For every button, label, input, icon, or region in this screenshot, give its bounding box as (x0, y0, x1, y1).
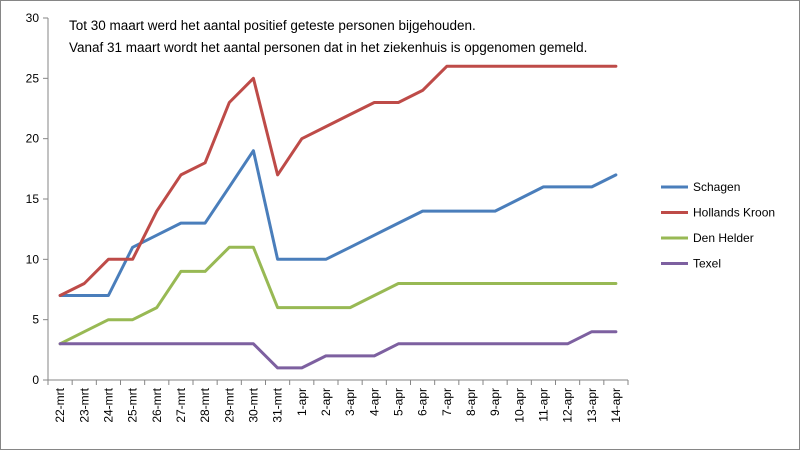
series-line-hollands-kroon (58, 64, 618, 297)
legend-label-texel: Texel (693, 257, 721, 271)
x-tick-label: 6-apr (416, 388, 430, 416)
y-tick-label: 0 (32, 373, 39, 387)
y-tick-label: 5 (32, 313, 39, 327)
x-tick-label: 2-apr (319, 388, 333, 416)
annotation: Tot 30 maart werd het aantal positief ge… (69, 18, 587, 55)
x-tick-label: 11-apr (536, 388, 550, 422)
x-tick-label: 12-apr (561, 388, 575, 423)
x-tick-label: 31-mrt (271, 387, 285, 422)
legend-label-den-helder: Den Helder (693, 231, 754, 245)
annotation-line-2: Vanaf 31 maart wordt het aantal personen… (69, 40, 587, 55)
y-tick-label: 15 (26, 192, 40, 206)
series-lines (58, 64, 618, 370)
series-line-den-helder (58, 245, 618, 346)
x-tick-label: 13-apr (585, 388, 599, 423)
x-tick-label: 25-mrt (126, 387, 140, 422)
x-tick-label: 29-mrt (222, 387, 236, 422)
series-line-texel (58, 330, 618, 370)
x-tick-label: 5-apr (391, 388, 405, 416)
x-tick-label: 30-mrt (246, 387, 260, 422)
annotation-line-1: Tot 30 maart werd het aantal positief ge… (69, 18, 476, 33)
y-tick-label: 30 (26, 11, 40, 25)
axes: 0 5 10 15 20 25 30 22-mrt 23-mrt 24-mrt 25-mrt 26-m… (26, 11, 629, 423)
x-tick-label: 28-mrt (198, 387, 212, 422)
x-tick-label: 22-mrt (53, 387, 67, 422)
legend: Schagen Hollands Kroon Den Helder Texel (661, 180, 775, 271)
x-tick-label: 9-apr (488, 388, 502, 416)
x-tick-label: 7-apr (440, 388, 454, 416)
x-tick-label: 8-apr (464, 388, 478, 416)
x-tick-label: 27-mrt (174, 387, 188, 422)
x-tick-label: 14-apr (609, 388, 623, 423)
x-tick-label: 4-apr (367, 388, 381, 416)
legend-label-hollands-kroon: Hollands Kroon (693, 206, 775, 220)
series-line-schagen (58, 149, 618, 297)
legend-label-schagen: Schagen (693, 180, 740, 194)
y-tick-label: 20 (26, 132, 40, 146)
y-tick-label: 10 (26, 252, 40, 266)
x-tick-label: 3-apr (343, 388, 357, 416)
x-tick-label: 26-mrt (150, 387, 164, 422)
x-tick-label: 10-apr (512, 388, 526, 423)
y-tick-label: 25 (26, 71, 40, 85)
x-tick-label: 1-apr (295, 388, 309, 416)
x-tick-label: 23-mrt (77, 387, 91, 422)
x-tick-label: 24-mrt (101, 387, 115, 422)
